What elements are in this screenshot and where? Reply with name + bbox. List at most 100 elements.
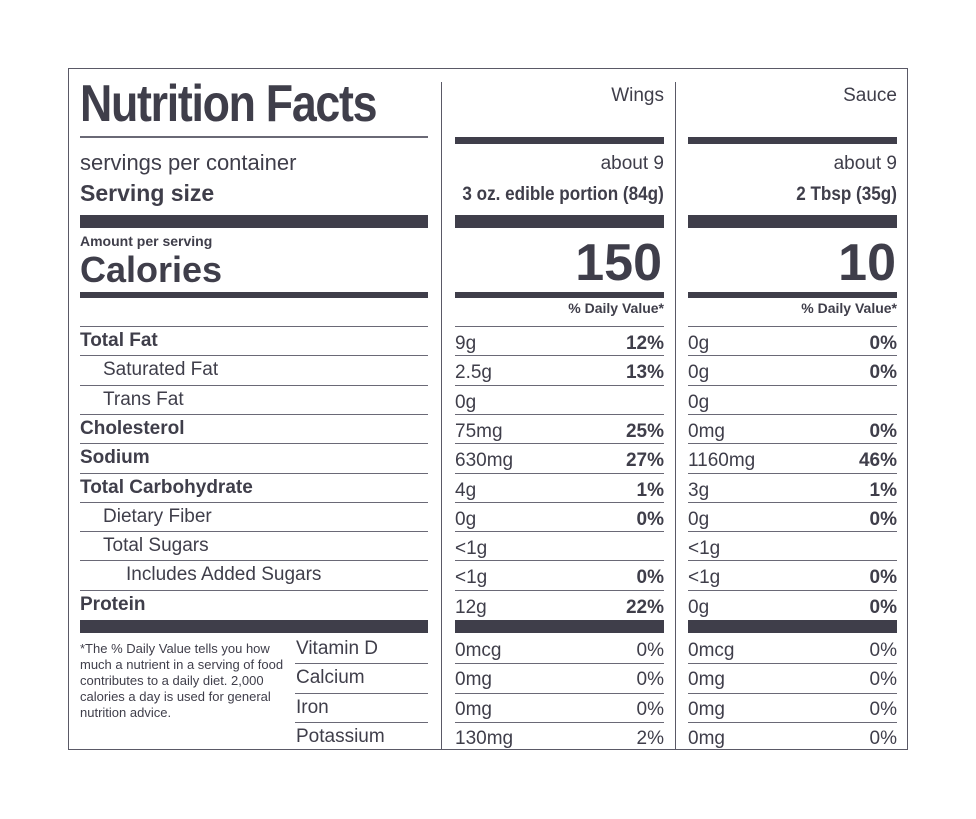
footnote: *The % Daily Value tells you how much a … (80, 641, 284, 720)
vitamin-rule-label (295, 721, 428, 723)
nutrient-name: Sodium (80, 447, 150, 469)
sauce-amount: 0g (688, 362, 710, 384)
nutrient-name: Trans Fat (103, 388, 184, 410)
sauce-dv: 0% (869, 420, 897, 442)
vitamin-sauce-dv: 0% (869, 727, 897, 749)
sauce-amount: 0mg (688, 420, 725, 442)
sauce-amount: 1160mg (688, 450, 756, 472)
row-rule-sauce (688, 443, 897, 445)
servings-label: servings per container (80, 150, 297, 175)
row-rule-wings (455, 472, 664, 474)
row-rule-label (80, 501, 428, 503)
row-rule-sauce (688, 501, 897, 503)
wings-dv: 12% (625, 333, 664, 354)
wings-amount: 75mg (455, 420, 503, 442)
row-rule-sauce (688, 326, 897, 327)
calories-label: Calories (80, 249, 223, 290)
nutrient-name: Total Sugars (103, 535, 209, 557)
vitamin-wings-amount: 0mg (455, 698, 492, 720)
nutrient-name: Cholesterol (80, 417, 185, 439)
sauce-amount: <1g (688, 567, 721, 589)
row-rule-sauce (688, 355, 897, 357)
wings-amount: 9g (455, 333, 477, 354)
column-divider-right (675, 82, 676, 750)
servings-wings: about 9 (600, 153, 664, 174)
bottom-bar-wings (455, 620, 664, 633)
thick-bar-sauce (688, 215, 897, 228)
sauce-dv: 0% (869, 362, 897, 384)
column-header-sauce: Sauce (843, 85, 897, 106)
row-rule-wings (455, 413, 664, 415)
serving-size-sauce: 2 Tbsp (35g) (796, 184, 897, 205)
thick-bar-wings (455, 215, 664, 228)
thick-bar-label (80, 215, 428, 228)
row-rule-wings (455, 326, 664, 327)
sauce-amount: 0g (688, 333, 710, 354)
label-title: Nutrition Facts (80, 75, 377, 133)
nutrition-label (68, 68, 908, 750)
row-rule-label (80, 326, 428, 327)
sauce-amount: 0g (688, 391, 710, 413)
medium-bar-label (80, 292, 428, 298)
row-rule-label (80, 443, 428, 445)
wings-amount: 12g (455, 596, 487, 618)
row-rule-wings (455, 384, 664, 386)
vitamin-sauce-dv: 0% (869, 669, 897, 691)
serving-size-label: Serving size (80, 180, 215, 206)
amount-per-serving-label: Amount per serving (80, 233, 213, 249)
vitamin-rule-label (295, 663, 428, 665)
row-rule-wings (455, 531, 664, 533)
sauce-amount: 3g (688, 479, 710, 501)
vitamin-name: Vitamin D (296, 638, 379, 659)
wings-amount: 0g (455, 508, 477, 530)
wings-dv: 25% (625, 420, 664, 442)
wings-amount: <1g (455, 538, 488, 560)
servings-sauce: about 9 (833, 153, 897, 174)
wings-dv: 13% (625, 362, 664, 384)
vitamin-sauce-amount: 0mg (688, 669, 725, 691)
row-rule-wings (455, 560, 664, 562)
vitamin-sauce-amount: 0mg (688, 698, 725, 720)
wings-amount: 4g (455, 479, 477, 501)
sauce-dv: 0% (869, 567, 897, 589)
title-rule (80, 136, 428, 138)
vitamin-sauce-amount: 0mcg (688, 640, 735, 661)
row-rule-label (80, 355, 428, 357)
wings-dv: 0% (636, 567, 664, 589)
row-rule-sauce (688, 384, 897, 386)
sauce-dv: 0% (869, 508, 897, 530)
vitamin-rule-wings (455, 721, 664, 723)
vitamin-wings-dv: 0% (636, 698, 664, 720)
sauce-dv: 1% (869, 479, 897, 501)
bottom-bar-sauce (688, 620, 897, 633)
row-rule-label (80, 413, 428, 415)
row-rule-sauce (688, 560, 897, 562)
row-rule-sauce (688, 589, 897, 591)
nutrient-name: Includes Added Sugars (126, 564, 322, 586)
row-rule-sauce (688, 531, 897, 533)
vitamin-rule-wings (455, 663, 664, 665)
vitamin-wings-amount: 0mg (455, 669, 492, 691)
serving-size-wings: 3 oz. edible portion (84g) (462, 184, 664, 205)
wings-dv: 1% (636, 479, 664, 501)
sauce-amount: 0g (688, 596, 710, 618)
wings-dv: 22% (625, 596, 664, 618)
wings-dv: 0% (636, 508, 664, 530)
sauce-dv: 0% (869, 333, 897, 354)
vitamin-rule-wings (455, 692, 664, 694)
wings-amount: 630mg (455, 450, 514, 472)
wings-amount: <1g (455, 567, 488, 589)
vitamin-rule-sauce (688, 721, 897, 723)
header-bar-sauce (688, 137, 897, 144)
vitamin-wings-amount: 0mcg (455, 640, 502, 661)
vitamin-rule-sauce (688, 692, 897, 694)
calories-wings: 150 (575, 234, 662, 292)
row-rule-sauce (688, 472, 897, 474)
calories-sauce: 10 (838, 234, 896, 292)
row-rule-sauce (688, 413, 897, 415)
dv-header-wings: % Daily Value* (568, 300, 664, 316)
row-rule-label (80, 589, 428, 591)
bottom-bar-label (80, 620, 428, 633)
vitamin-wings-dv: 0% (636, 669, 664, 691)
medium-bar-wings (455, 292, 664, 298)
